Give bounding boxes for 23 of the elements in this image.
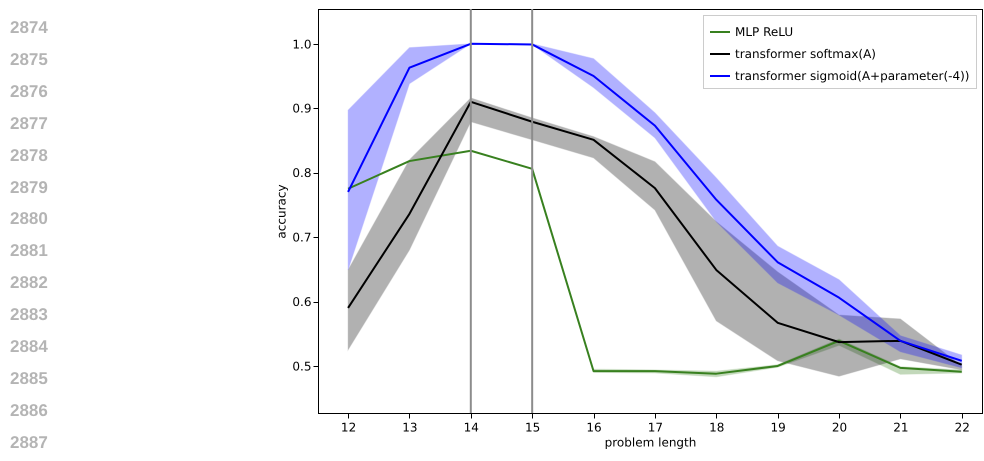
x-tick-label: 16 xyxy=(586,420,602,434)
y-axis-title: accuracy xyxy=(274,184,288,239)
x-tick-label: 19 xyxy=(770,420,786,434)
x-tick-label: 17 xyxy=(648,420,664,434)
y-tick-label: 0.5 xyxy=(292,359,312,374)
x-tick-label: 22 xyxy=(954,420,970,434)
legend-label: MLP ReLU xyxy=(735,25,794,39)
x-tick-label: 14 xyxy=(464,420,479,434)
line-numbers: 2874 2875 2876 2877 2878 2879 2880 2881 2882 2883 2884 2885 2886 2887 xyxy=(10,17,48,454)
x-tick-label: 18 xyxy=(709,420,724,434)
y-tick-label: 0.8 xyxy=(292,166,312,180)
x-tick-label: 13 xyxy=(402,420,418,434)
y-tick-label: 0.6 xyxy=(292,295,312,310)
x-axis-title: problem length xyxy=(604,436,696,450)
x-tick-label: 21 xyxy=(893,420,909,434)
x-tick-label: 12 xyxy=(340,420,356,434)
y-tick-label: 0.7 xyxy=(292,230,312,245)
x-tick-label: 15 xyxy=(525,420,540,434)
legend-label: transformer softmax(A) xyxy=(735,47,876,61)
x-tick-label: 20 xyxy=(832,420,848,434)
y-tick-label: 0.9 xyxy=(292,102,312,116)
legend-label: transformer sigmoid(A+parameter(-4)) xyxy=(735,69,970,83)
y-tick-label: 1.0 xyxy=(292,37,312,52)
